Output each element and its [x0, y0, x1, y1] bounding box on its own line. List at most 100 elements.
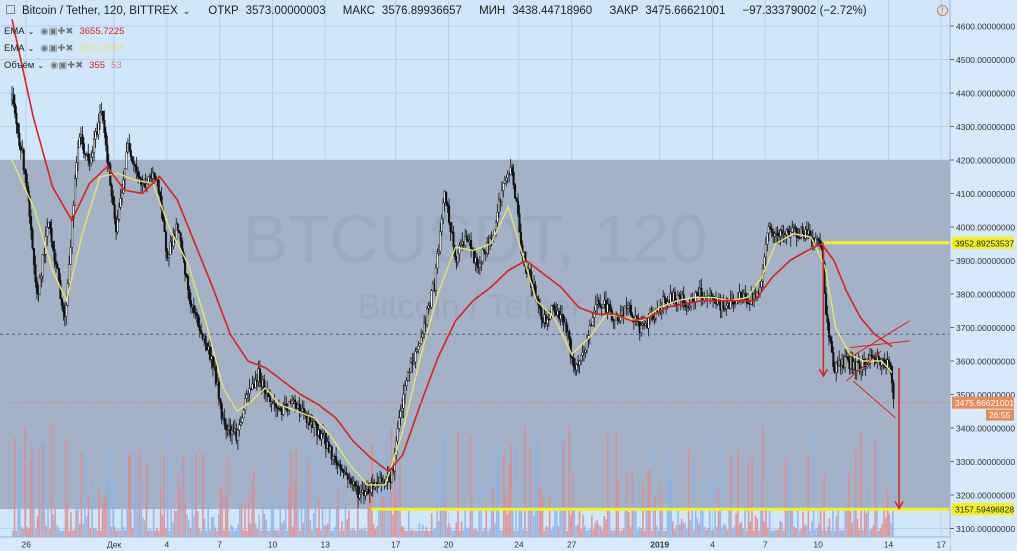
price-axis-bg [950, 0, 1017, 551]
candle-body [132, 161, 135, 165]
candle-body [584, 349, 587, 353]
candle-body [52, 241, 55, 250]
candle-body [118, 206, 121, 220]
y-tick-label: 3900.00000000 [956, 256, 1015, 266]
volume-bar [870, 528, 873, 537]
volume-bar [437, 520, 440, 537]
candle-body [470, 239, 473, 250]
volume-bar [152, 506, 155, 537]
volume-bar [869, 529, 871, 537]
indicator-controls[interactable]: ◉▣✚✖ [40, 26, 74, 37]
volume-bar [203, 518, 206, 537]
volume-bar [64, 438, 67, 537]
candle-body [211, 356, 214, 368]
volume-bar [839, 529, 841, 537]
warning-icon[interactable]: ! [937, 5, 948, 16]
x-tick-label: 14 [884, 540, 894, 550]
candle-body [291, 400, 294, 404]
chevron-down-icon[interactable]: ⌄ [27, 44, 35, 53]
time-axis[interactable]: 26 Дек 4 7 10 13 17 20 24 27 2019 4 7 10 14 17 [0, 536, 950, 551]
volume-bar [635, 495, 637, 537]
volume-bar [605, 519, 607, 537]
candle-body [82, 143, 85, 154]
volume-bar [767, 527, 769, 537]
candle-body [459, 243, 462, 246]
volume-bar [791, 503, 794, 537]
y-tick-label: 4200.00000000 [956, 156, 1015, 166]
volume-bar [284, 440, 287, 537]
volume-bar [17, 481, 19, 537]
last-price-label: 3475.66621001 [955, 398, 1014, 408]
candle-body [414, 351, 417, 363]
candle-body [340, 468, 344, 471]
volume-bar [38, 447, 40, 537]
collapse-icon[interactable] [6, 5, 15, 14]
volume-bar [779, 520, 781, 537]
chevron-down-icon[interactable]: ⌄ [182, 5, 191, 16]
y-tick-label: 3300.00000000 [956, 457, 1015, 467]
volume-bar [205, 530, 208, 537]
indicator-volume[interactable]: Объём ⌄ ◉▣✚✖ 355 53 [4, 60, 122, 71]
indicator-ema-slow[interactable]: EMA ⌄ ◉▣✚✖ 3655.7225 [4, 26, 124, 37]
volume-bar [599, 526, 602, 537]
candle-body [860, 368, 863, 372]
volume-bar [576, 524, 579, 537]
symbol-title[interactable]: Bitcoin / Tether, 120, BITTREX [22, 5, 178, 17]
volume-bar [411, 529, 414, 537]
x-tick-label: 2019 [650, 540, 669, 550]
volume-bar [642, 485, 644, 537]
volume-bar [22, 528, 25, 537]
candle-body [197, 315, 200, 327]
indicator-ema-fast[interactable]: EMA ⌄ ◉▣✚✖ 3661.5665 [4, 43, 124, 54]
volume-bar [825, 530, 827, 537]
volume-bar [87, 494, 90, 537]
volume-bar [240, 504, 243, 537]
volume-bar [82, 523, 84, 537]
chevron-down-icon[interactable]: ⌄ [37, 61, 44, 70]
volume-bar [515, 445, 517, 537]
volume-bar [133, 470, 136, 537]
indicator-controls[interactable]: ◉▣✚✖ [49, 60, 84, 71]
volume-bar [876, 451, 878, 537]
candle-body [185, 274, 188, 277]
candle-body [206, 342, 209, 351]
x-tick-label: 4 [710, 540, 715, 550]
candle-body [764, 243, 767, 258]
x-tick-label: 26 [21, 540, 31, 550]
volume-bar [571, 474, 574, 537]
volume-bar [459, 530, 461, 537]
indicator-name: EMA [4, 26, 25, 37]
candle-body [274, 404, 278, 408]
volume-bar [230, 525, 232, 537]
chevron-down-icon[interactable]: ⌄ [27, 27, 35, 36]
candle-body [167, 254, 170, 258]
level-upper-label: 3952.89253537 [955, 238, 1014, 248]
indicator-controls[interactable]: ◉▣✚✖ [40, 43, 74, 54]
candle-body [208, 346, 212, 360]
volume-bar [131, 527, 134, 537]
volume-bar [856, 518, 859, 537]
volume-bar [281, 523, 283, 537]
candle-body [204, 336, 207, 344]
volume-bar [121, 477, 123, 537]
volume-bar [434, 527, 436, 537]
volume-bar [536, 439, 539, 537]
candle-body [25, 173, 28, 187]
volume-bar [796, 506, 799, 537]
volume-bar [196, 510, 199, 537]
volume-bar [147, 530, 150, 537]
candle-body [31, 229, 34, 249]
candle-body [345, 472, 348, 475]
volume-bar [865, 513, 868, 537]
candle-body [515, 197, 518, 202]
candle-body [137, 171, 140, 178]
volume-bar [212, 516, 215, 537]
volume-bar [276, 530, 278, 537]
candle-body [189, 300, 192, 308]
price-axis[interactable]: 3100.00000000 3200.00000000 3300.00000000 3… [949, 0, 1017, 551]
volume-bar [886, 491, 889, 537]
volume-bar [846, 508, 848, 537]
volume-bar [726, 530, 729, 537]
volume-bar [189, 527, 192, 537]
